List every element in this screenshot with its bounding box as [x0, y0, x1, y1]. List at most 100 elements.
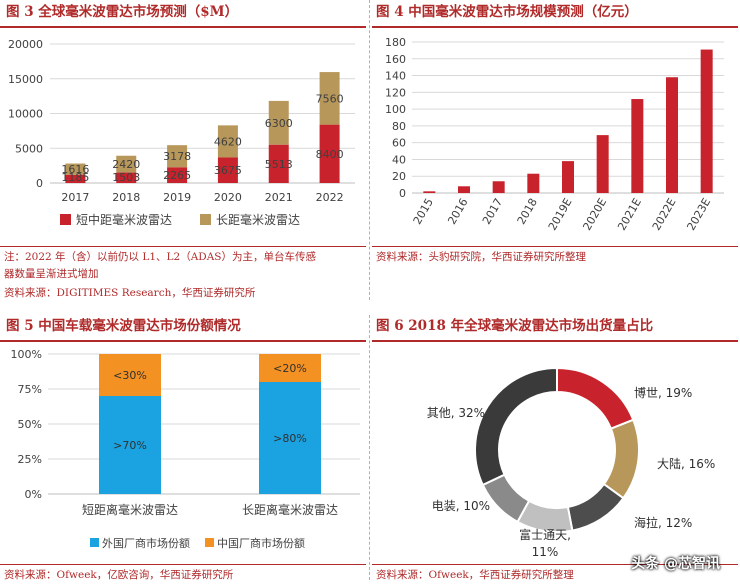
donut-slice: [566, 482, 625, 532]
legend-label: 中国厂商市场份额: [217, 536, 305, 550]
bar-2017: [492, 181, 505, 193]
y-tick-label: 0: [399, 187, 406, 200]
legend-swatch: [200, 214, 211, 225]
bar-long-2021: [268, 100, 289, 145]
data-label: >80%: [273, 432, 307, 445]
data-label: <20%: [273, 362, 307, 375]
fig3-title-rule: [0, 26, 366, 28]
x-tick-label: 2016: [445, 196, 470, 227]
bar-segment-domestic: [99, 354, 161, 396]
x-tick-label: 2020E: [581, 196, 610, 233]
y-tick-label: 120: [385, 86, 406, 99]
fig6-chart: 博世, 19% 大陆, 16% 海拉, 12% 富士通天, 11% 电装, 10% 其他, …: [427, 366, 715, 559]
x-tick-label: 2021E: [615, 196, 644, 233]
y-tick-label: 40: [392, 153, 406, 166]
data-label: 3178: [163, 150, 191, 163]
fig5-title: 图 5 中国车载毫米波雷达市场份额情况: [6, 318, 241, 334]
x-tick-label: 2018: [515, 196, 540, 227]
fig3-bottom-rule: [0, 246, 366, 247]
bar-2020E: [596, 135, 609, 193]
bar-short-mid-2019: [167, 167, 188, 183]
y-tick-label: 180: [385, 36, 406, 49]
fig3-panel: 图 3 全球毫米波雷达市场预测（$M） 0 5000 10000 15000 20000…: [0, 0, 368, 305]
fig6-bottom-rule: [372, 564, 738, 565]
bar-short-mid-2018: [116, 172, 137, 183]
y-tick-label: 25%: [18, 453, 42, 466]
slice-label: 其他, 32%: [427, 406, 485, 420]
bar-2018: [527, 173, 540, 193]
fig4-title: 图 4 中国毫米波雷达市场规模预测（亿元）: [376, 4, 638, 20]
y-tick-label: 0%: [25, 488, 42, 501]
column-divider-bottom: [369, 315, 370, 580]
bar-long-2022: [319, 72, 340, 125]
y-tick-label: 100%: [11, 348, 42, 361]
slice-label: 博世, 19%: [634, 385, 692, 400]
data-label: 3675: [214, 164, 242, 177]
y-tick-label: 20000: [8, 38, 43, 51]
data-label: 7560: [316, 92, 344, 105]
fig5-chart: 0% 25% 50% 75% 100% >70% <30% 短距离毫米波雷达 >80% <20% 长…: [11, 348, 360, 550]
y-tick-label: 5000: [15, 142, 43, 155]
fig3-title: 图 3 全球毫米波雷达市场预测（$M）: [6, 4, 239, 20]
donut-slice: [556, 366, 635, 430]
x-tick-label: 短距离毫米波雷达: [82, 502, 178, 517]
legend-swatch: [60, 214, 71, 225]
donut-slice: [474, 366, 558, 487]
fig5-source: 资料来源：Ofweek，亿欧咨询，华西证券研究所: [4, 569, 234, 581]
fig6-source: 资料来源：Ofweek，华西证券研究所整理: [376, 569, 574, 581]
bar-short-mid-2022: [319, 124, 340, 183]
bar-2019E: [562, 161, 574, 193]
x-tick-label: 2021: [265, 191, 293, 204]
bar-2021E: [631, 99, 644, 193]
fig4-chart: 0 20 40 60 80 100 120 140 160 180 2015 2016 2017 2018…: [385, 36, 724, 233]
x-tick-label: 2020: [214, 191, 242, 204]
x-tick-label: 2019E: [546, 196, 575, 233]
x-tick-label: 2018: [112, 191, 140, 204]
y-tick-label: 50%: [18, 418, 42, 431]
y-tick-label: 60: [392, 137, 406, 150]
bar-2023E: [700, 49, 713, 193]
slice-label: 大陆, 16%: [657, 456, 715, 471]
fig4-panel: 图 4 中国毫米波雷达市场规模预测（亿元） 0 20 40 60 80 100 120 140…: [372, 0, 740, 305]
data-label: 2420: [112, 158, 140, 171]
bar-long-2017: [65, 163, 86, 175]
y-tick-label: 15000: [8, 73, 43, 86]
legend-swatch: [90, 538, 99, 547]
watermark: 头条 @芯智讯: [631, 556, 720, 572]
fig5-title-rule: [0, 340, 366, 342]
bar-long-2019: [167, 145, 188, 168]
bar-long-2020: [217, 125, 238, 158]
bar-segment-foreign: [259, 382, 321, 494]
legend-label: 长距毫米波雷达: [216, 212, 300, 227]
y-tick-label: 140: [385, 70, 406, 83]
bar-2015: [423, 191, 436, 193]
bar-short-mid-2021: [268, 144, 289, 183]
fig6-title-rule: [372, 340, 738, 342]
data-label: 5513: [265, 158, 293, 171]
fig4-bottom-rule: [372, 246, 738, 247]
bar-2022E: [666, 77, 678, 193]
data-label: >70%: [113, 439, 147, 452]
data-label: 8400: [316, 148, 344, 161]
x-tick-label: 2022E: [650, 196, 679, 233]
x-tick-label: 2019: [163, 191, 191, 204]
x-tick-label: 长距离毫米波雷达: [242, 502, 338, 517]
x-tick-label: 2017: [61, 191, 89, 204]
x-tick-label: 2023E: [685, 196, 714, 233]
data-label: 2265: [163, 169, 191, 182]
slice-label: 海拉, 12%: [634, 515, 692, 530]
data-label: 1616: [61, 163, 89, 176]
fig5-panel: 图 5 中国车载毫米波雷达市场份额情况 0% 25% 50% 75% 100% >70% <…: [0, 315, 368, 585]
data-label: 1503: [112, 171, 140, 184]
y-tick-label: 75%: [18, 383, 42, 396]
legend-label: 外国厂商市场份额: [102, 536, 190, 550]
fig3-note-line2: 器数量呈渐进式增加: [4, 268, 99, 280]
y-tick-label: 10000: [8, 108, 43, 121]
data-label: 1185: [61, 171, 89, 184]
x-tick-label: 2017: [480, 196, 505, 227]
y-tick-label: 80: [392, 120, 406, 133]
y-tick-label: 100: [385, 103, 406, 116]
legend-swatch: [205, 538, 214, 547]
x-tick-label: 2022: [316, 191, 344, 204]
